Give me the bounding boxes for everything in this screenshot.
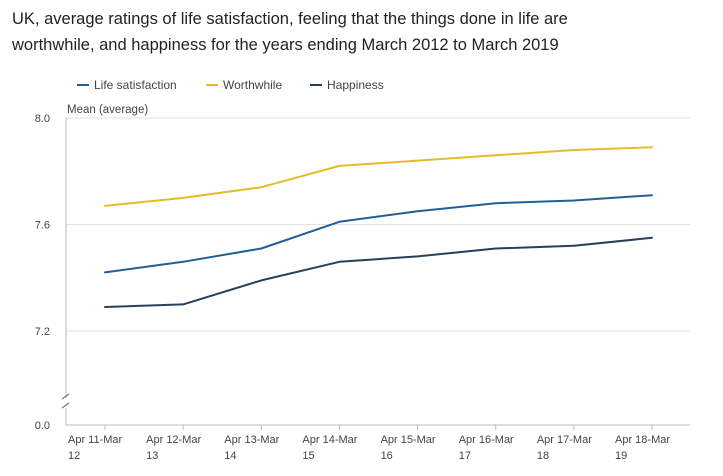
- legend-label: Worthwhile: [223, 78, 282, 92]
- y-tick-label: 8.0: [35, 113, 50, 125]
- x-tick-label: Apr 12-Mar: [146, 434, 201, 446]
- x-tick-label-line-2: 16: [381, 450, 393, 462]
- x-tick-label-line-2: 14: [224, 450, 236, 462]
- x-tick-label: Apr 11-Mar: [68, 434, 123, 446]
- chart-title: UK, average ratings of life satisfaction…: [12, 6, 712, 58]
- x-tick-label-line-2: 15: [302, 450, 314, 462]
- legend: Life satisfaction Worthwhile Happiness: [77, 78, 384, 92]
- y-tick-label: 7.2: [35, 326, 50, 338]
- gridlines: [66, 117, 690, 426]
- series-line-happiness: [104, 236, 653, 308]
- x-tick-label: Apr 13-Mar: [224, 434, 279, 446]
- x-tick-label: Apr 14-Mar: [302, 434, 357, 446]
- x-tick-label-line-2: 13: [146, 450, 158, 462]
- series-line-worthwhile: [104, 146, 653, 207]
- y-tick-label: 7.6: [35, 220, 50, 232]
- chart-title-line-2: worthwhile, and happiness for the years …: [12, 36, 559, 54]
- x-tick-label: Apr 18-Mar: [615, 434, 670, 446]
- legend-label: Life satisfaction: [94, 78, 177, 92]
- chart-title-line-1: UK, average ratings of life satisfaction…: [12, 10, 568, 28]
- y-axis-label: Mean (average): [67, 104, 148, 116]
- legend-label: Happiness: [327, 78, 384, 92]
- x-tick-label-line-2: 19: [615, 450, 627, 462]
- x-tick-label-line-2: 12: [68, 450, 80, 462]
- y-tick-label: 0.0: [35, 420, 50, 432]
- x-tick-label-line-2: 18: [537, 450, 549, 462]
- axis-break-mark: [61, 393, 70, 409]
- x-tick-label-line-2: 17: [459, 450, 471, 462]
- axes: 8.0 7.6 7.2 0.0 Mean (average) Apr 11-Mar 12 Ap…: [35, 104, 671, 462]
- series-lines: [104, 146, 653, 308]
- x-tick-label: Apr 15-Mar: [381, 434, 436, 446]
- x-tick-label: Apr 16-Mar: [459, 434, 514, 446]
- x-tick-label: Apr 17-Mar: [537, 434, 592, 446]
- series-line-life-satisfaction: [104, 194, 653, 274]
